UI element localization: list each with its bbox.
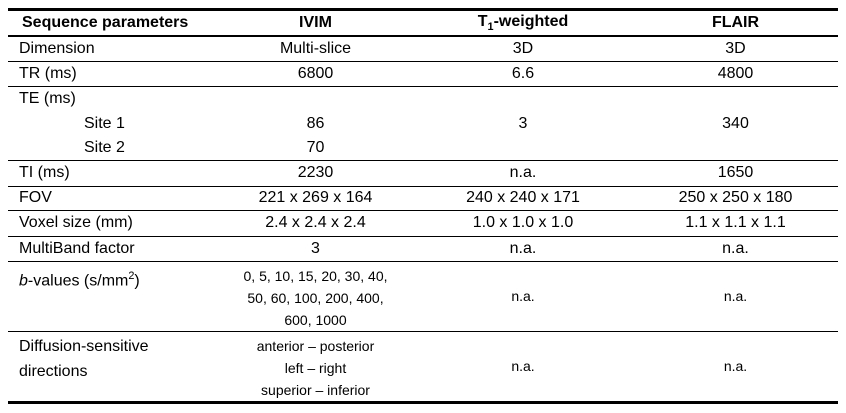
cell-ti-ivim: 2230 — [218, 160, 413, 187]
cell-site2-ivim: 70 — [218, 136, 413, 161]
row-label-site2: Site 2 — [8, 136, 218, 161]
diffusion-label-line-2: directions — [19, 362, 88, 380]
row-label-diffusion-directions: Diffusion-sensitive directions — [8, 331, 218, 402]
column-header-t1-weighted: T1-weighted — [413, 9, 633, 37]
row-fov: FOV 221 x 269 x 164 240 x 240 x 171 250 … — [8, 186, 838, 211]
b-values-line-2: 50, 60, 100, 200, 400, — [247, 289, 384, 306]
cell-ti-t1w: n.a. — [413, 160, 633, 187]
cell-te-ivim — [218, 86, 413, 111]
row-te: TE (ms) — [8, 86, 838, 111]
row-multiband: MultiBand factor 3 n.a. n.a. — [8, 236, 838, 262]
row-label-te: TE (ms) — [19, 89, 76, 107]
cell-site1-t1w: 3 — [518, 114, 528, 132]
cell-dimension-flair: 3D — [633, 36, 838, 62]
diffusion-line-3: superior – inferior — [261, 381, 370, 398]
cell-site1-flair: 340 — [722, 114, 749, 132]
row-b-values: b-values (s/mm2) 0, 5, 10, 15, 20, 30, 4… — [8, 261, 838, 332]
cell-dimension-t1w: 3D — [413, 36, 633, 62]
cell-te-flair — [633, 86, 838, 111]
cell-fov-t1w: 240 x 240 x 171 — [413, 186, 633, 211]
cell-site2-t1w — [413, 136, 633, 161]
t1-header-suffix: -weighted — [493, 12, 569, 30]
row-label-dimension: Dimension — [8, 36, 218, 62]
sequence-parameters-table: Sequence parameters IVIM T1-weighted FLA… — [8, 8, 838, 404]
row-label-multiband: MultiBand factor — [8, 236, 218, 262]
row-ti: TI (ms) 2230 n.a. 1650 — [8, 160, 838, 187]
cell-b-values-t1w: n.a. — [413, 261, 633, 332]
b-values-label-mid: -values (s/mm — [27, 271, 129, 289]
cell-fov-flair: 250 x 250 x 180 — [633, 186, 838, 211]
cell-site1-ivim: 86 — [306, 114, 325, 132]
cell-tr-t1w: 6.6 — [413, 61, 633, 87]
cell-diffusion-t1w: n.a. — [511, 358, 535, 374]
row-te-site1: Site 1 86 3 340 — [8, 111, 838, 136]
cell-fov-ivim: 221 x 269 x 164 — [218, 186, 413, 211]
row-diffusion-directions: Diffusion-sensitive directions anterior … — [8, 331, 838, 402]
diffusion-line-1: anterior – posterior — [256, 337, 375, 354]
b-values-line-3: 600, 1000 — [284, 311, 347, 328]
b-values-label-end: ) — [134, 271, 140, 289]
cell-multiband-ivim: 3 — [218, 236, 413, 262]
cell-voxel-t1w: 1.0 x 1.0 x 1.0 — [413, 210, 633, 237]
row-label-b-values: b-values (s/mm2) — [8, 261, 218, 332]
row-voxel-size: Voxel size (mm) 2.4 x 2.4 x 2.4 1.0 x 1.… — [8, 210, 838, 237]
b-values-label-superscript: 2 — [128, 269, 135, 282]
column-header-ivim: IVIM — [218, 9, 413, 37]
b-values-line-1: 0, 5, 10, 15, 20, 30, 40, — [243, 267, 388, 284]
row-label-ti: TI (ms) — [8, 160, 218, 187]
cell-voxel-ivim: 2.4 x 2.4 x 2.4 — [218, 210, 413, 237]
cell-b-values-ivim: 0, 5, 10, 15, 20, 30, 40, 50, 60, 100, 2… — [218, 261, 413, 332]
row-te-site2: Site 2 70 — [8, 136, 838, 161]
cell-multiband-t1w: n.a. — [413, 236, 633, 262]
cell-tr-flair: 4800 — [633, 61, 838, 87]
cell-multiband-flair: n.a. — [633, 236, 838, 262]
row-label-fov: FOV — [8, 186, 218, 211]
cell-voxel-flair: 1.1 x 1.1 x 1.1 — [633, 210, 838, 237]
cell-te-t1w — [413, 86, 633, 111]
t1-header-subscript: 1 — [487, 21, 494, 34]
cell-b-values-flair: n.a. — [633, 261, 838, 332]
row-label-tr: TR (ms) — [8, 61, 218, 87]
cell-diffusion-flair: n.a. — [723, 358, 748, 374]
column-header-flair: FLAIR — [633, 9, 838, 37]
row-label-voxel-size: Voxel size (mm) — [8, 210, 218, 237]
cell-tr-ivim: 6800 — [218, 61, 413, 87]
diffusion-label-line-1: Diffusion-sensitive — [19, 337, 149, 355]
header-row: Sequence parameters IVIM T1-weighted FLA… — [8, 9, 838, 37]
row-label-site1: Site 1 — [84, 114, 125, 132]
cell-ti-flair: 1650 — [633, 160, 838, 187]
t1-header-letter: T — [477, 12, 488, 30]
cell-diffusion-ivim: anterior – posterior left – right superi… — [218, 331, 413, 402]
diffusion-line-2: left – right — [284, 359, 347, 376]
row-dimension: Dimension Multi-slice 3D 3D — [8, 36, 838, 62]
column-header-sequence-parameters: Sequence parameters — [8, 9, 218, 37]
cell-dimension-ivim: Multi-slice — [218, 36, 413, 62]
row-tr: TR (ms) 6800 6.6 4800 — [8, 61, 838, 87]
b-values-label-italic-b: b — [19, 271, 28, 289]
cell-site2-flair — [633, 136, 838, 161]
